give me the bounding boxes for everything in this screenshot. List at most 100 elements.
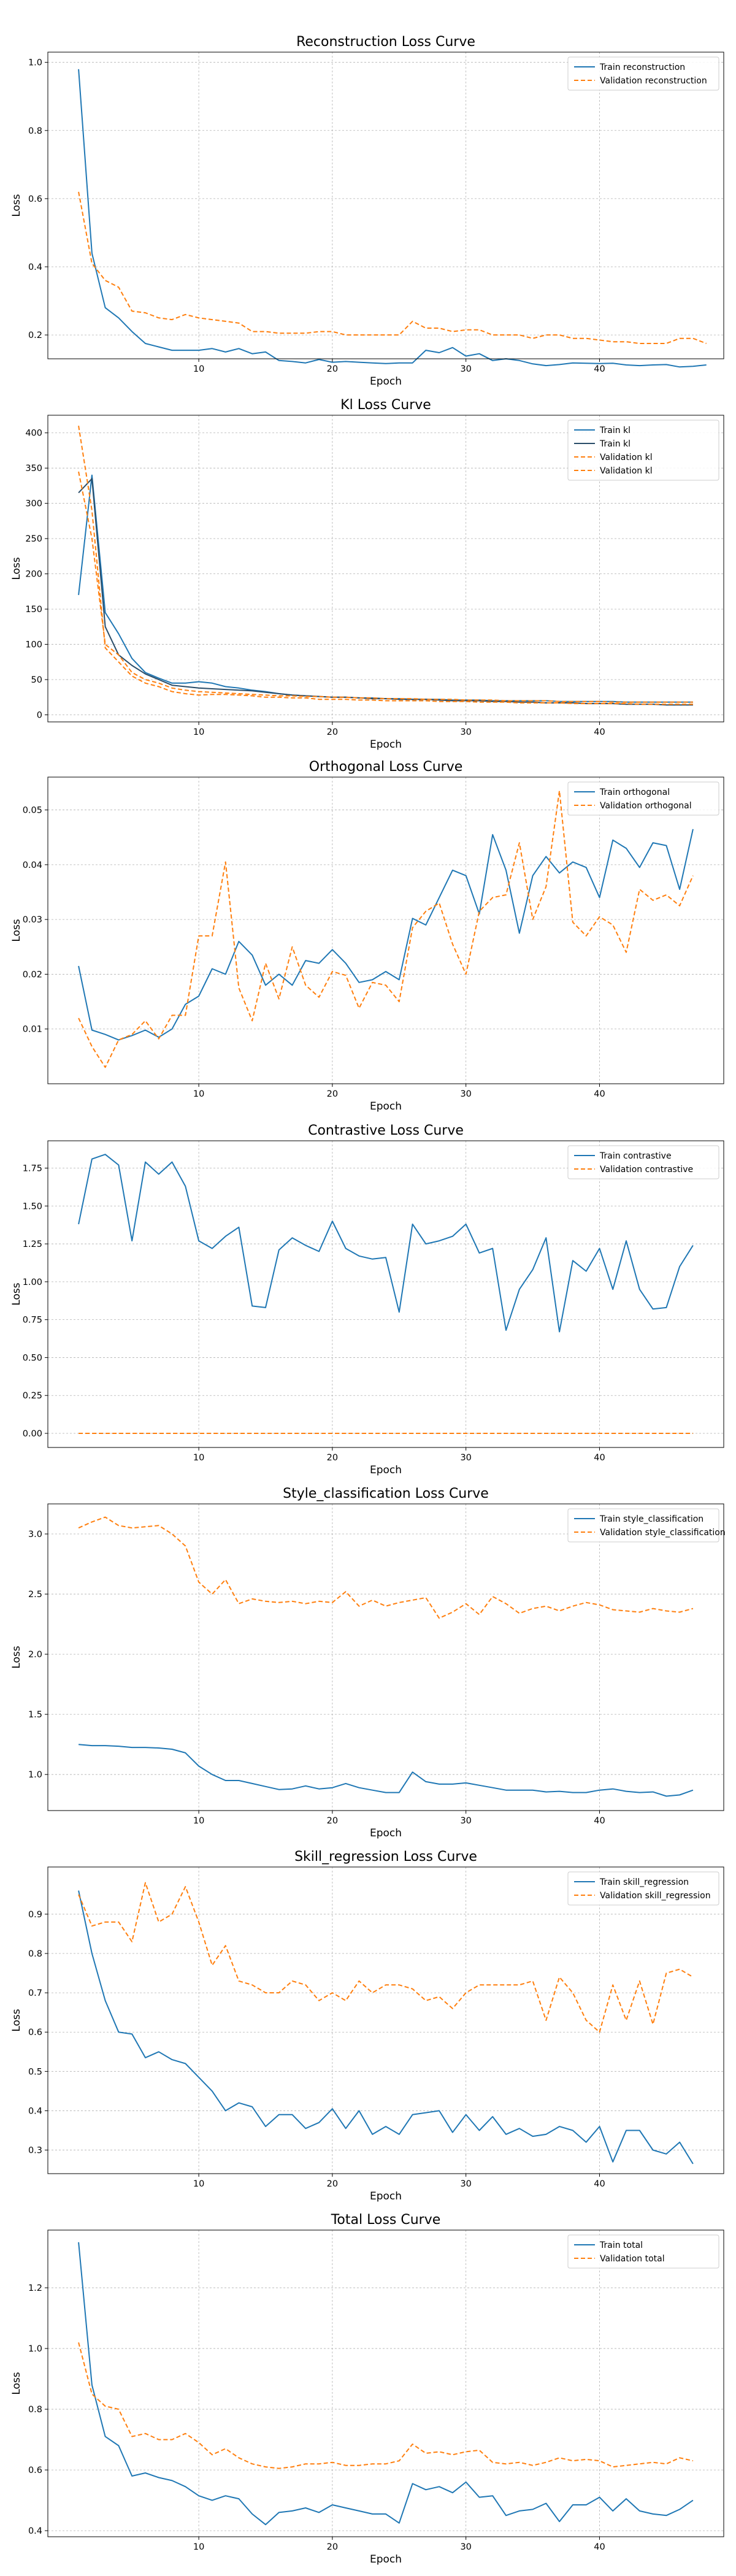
x-tick-label: 10	[193, 2542, 204, 2552]
y-tick-label: 150	[25, 605, 42, 615]
y-tick-label: 1.25	[23, 1240, 42, 1249]
chart-title: Style_classification Loss Curve	[283, 1486, 489, 1501]
x-tick-label: 10	[193, 364, 204, 374]
x-axis-label: Epoch	[370, 738, 402, 751]
y-tick-label: 0.6	[28, 2466, 42, 2475]
legend: Train orthogonal Validation orthogonal	[567, 781, 719, 816]
series-line-validation-2	[78, 191, 707, 344]
y-tick-label: 3.0	[28, 1530, 42, 1539]
y-tick-label: 0.8	[28, 2405, 42, 2415]
chart-title: Reconstruction Loss Curve	[296, 34, 475, 50]
chart-5: Style_classification Loss Curve 10 20 30 40 1…	[10, 1486, 726, 1839]
chart-title: Kl Loss Curve	[340, 397, 431, 413]
y-tick-label: 0.4	[28, 263, 42, 272]
series-line-train-2	[78, 478, 693, 706]
y-tick-label: 0.4	[28, 2526, 42, 2536]
y-tick-label: 0.9	[28, 1910, 42, 1920]
y-tick-label: 100	[25, 640, 42, 650]
y-axis-label: Loss	[10, 1282, 23, 1305]
series-line-train-1	[79, 1744, 694, 1797]
y-tick-label: 1.75	[23, 1163, 42, 1173]
legend: Train kl Train kl Validation kl Validation …	[567, 420, 719, 481]
legend-label: Train skill_regression	[599, 1877, 689, 1887]
y-tick-label: 2.5	[28, 1590, 42, 1600]
chart-title: Skill_regression Loss Curve	[294, 1849, 477, 1865]
axes-frame	[47, 1140, 724, 1448]
axes-frame	[47, 52, 724, 359]
chart-4: Contrastive Loss Curve 10 20 30 40 0.00 0.25 0.…	[10, 1123, 724, 1476]
axes-frame	[47, 415, 724, 723]
series-line-train-1	[78, 1890, 694, 2164]
x-tick-label: 40	[594, 1816, 605, 1826]
x-axis-label: Epoch	[370, 1100, 402, 1113]
y-tick-label: 0.2	[28, 331, 42, 340]
legend: Train contrastive Validation contrastive	[567, 1145, 719, 1179]
x-tick-label: 40	[594, 2179, 605, 2189]
legend-label: Train orthogonal	[599, 788, 670, 797]
x-tick-label: 40	[594, 2542, 605, 2552]
x-tick-label: 30	[460, 1089, 471, 1099]
x-tick-label: 10	[193, 1089, 204, 1099]
y-tick-label: 1.0	[28, 2344, 42, 2354]
series-line-train-1	[78, 829, 694, 1041]
x-tick-label: 30	[460, 2179, 471, 2189]
y-tick-label: 0.75	[23, 1316, 42, 1325]
x-tick-label: 20	[327, 1816, 338, 1826]
series-line-validation-2	[78, 2342, 694, 2469]
series-line-validation-2	[78, 790, 694, 1068]
axes-frame	[47, 776, 724, 1084]
y-axis-label: Loss	[10, 2372, 23, 2394]
y-tick-label: 0.8	[28, 1949, 42, 1959]
legend-box	[567, 56, 719, 91]
y-tick-label: 1.0	[28, 58, 42, 68]
series-line-train-1	[78, 474, 693, 703]
legend-label: Validation skill_regression	[600, 1891, 711, 1901]
y-axis-label: Loss	[10, 194, 23, 217]
x-axis-label: Epoch	[370, 1827, 402, 1839]
legend: Train total Validation total	[567, 2234, 719, 2269]
chart-title: Contrastive Loss Curve	[308, 1123, 464, 1138]
legend-label: Train style_classification	[599, 1514, 703, 1524]
legend-box	[567, 1508, 719, 1543]
legend-box	[567, 2234, 719, 2269]
legend: Train reconstruction Validation reconstru…	[567, 56, 719, 91]
legend-label: Validation kl	[600, 453, 653, 462]
y-tick-label: 0.01	[23, 1025, 42, 1035]
legend-box	[567, 420, 719, 481]
x-tick-label: 20	[327, 1089, 338, 1099]
x-tick-label: 20	[327, 1453, 338, 1463]
x-tick-label: 10	[193, 1453, 204, 1463]
series-line-train-1	[78, 1154, 694, 1333]
x-tick-label: 40	[594, 727, 605, 737]
y-tick-label: 0.03	[23, 915, 42, 925]
legend-label: Validation reconstruction	[600, 76, 707, 86]
y-tick-label: 1.5	[28, 1710, 42, 1720]
axes-frame	[47, 2229, 724, 2537]
legend-box	[567, 781, 719, 816]
x-tick-label: 40	[594, 364, 605, 374]
y-tick-label: 0.00	[23, 1429, 42, 1439]
x-tick-label: 40	[594, 1453, 605, 1463]
y-tick-label: 1.00	[23, 1278, 42, 1287]
chart-3: Orthogonal Loss Curve 10 20 30 40 0.01 0.02 0.0…	[10, 759, 724, 1113]
legend-label: Train total	[599, 2241, 643, 2250]
legend-label: Validation contrastive	[600, 1165, 693, 1175]
legend-label: Train contrastive	[599, 1151, 672, 1161]
y-tick-label: 200	[25, 570, 42, 580]
chart-1: Reconstruction Loss Curve 10 20 30 40 0.2 0.4 0…	[10, 34, 724, 388]
x-tick-label: 30	[460, 364, 471, 374]
y-tick-label: 350	[25, 464, 42, 473]
legend: Train skill_regression Validation skill_r…	[567, 1871, 719, 1906]
x-tick-label: 20	[327, 727, 338, 737]
x-tick-label: 30	[460, 1816, 471, 1826]
axes-frame	[47, 1866, 724, 2174]
x-tick-label: 30	[460, 727, 471, 737]
y-tick-label: 0.3	[28, 2146, 42, 2156]
y-tick-label: 50	[31, 675, 42, 685]
y-tick-label: 2.0	[28, 1650, 42, 1660]
chart-7: Total Loss Curve 10 20 30 40 0.4 0.6 0.8 1.0 1.2 E…	[10, 2212, 724, 2566]
y-axis-label: Loss	[10, 1646, 23, 1668]
y-tick-label: 0.8	[28, 126, 42, 136]
